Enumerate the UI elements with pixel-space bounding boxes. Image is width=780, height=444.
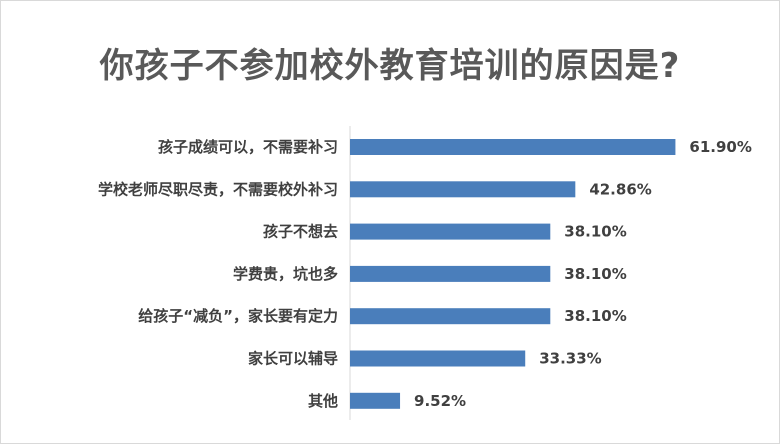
- category-label-1: 学校老师尽职尽责，不需要校外补习: [98, 180, 338, 198]
- bar-2: [350, 223, 551, 240]
- category-label-0: 孩子成绩可以，不需要补习: [158, 138, 338, 156]
- category-label-2: 孩子不想去: [263, 223, 338, 241]
- category-label-6: 其他: [308, 392, 338, 410]
- value-label-1: 42.86%: [589, 180, 651, 198]
- bar-3: [350, 265, 551, 282]
- value-label-4: 38.10%: [564, 307, 626, 325]
- value-label-0: 61.90%: [689, 138, 751, 156]
- bars-group: 孩子成绩可以，不需要补习 61.90% 学校老师尽职尽责，不需要校外补习 42.86%…: [98, 138, 752, 410]
- category-label-4: 给孩子“减负”，家长要有定力: [138, 307, 338, 325]
- bar-0: [350, 139, 676, 155]
- bar-5: [350, 350, 526, 367]
- value-label-5: 33.33%: [539, 350, 601, 368]
- bar-6: [350, 392, 401, 409]
- value-label-2: 38.10%: [564, 223, 626, 241]
- category-label-3: 学费贵，坑也多: [233, 265, 338, 283]
- value-label-3: 38.10%: [564, 265, 626, 283]
- bar-4: [350, 308, 551, 325]
- category-label-5: 家长可以辅导: [248, 350, 338, 368]
- chart-title: 你孩子不参加校外教育培训的原因是?: [99, 46, 681, 86]
- value-label-6: 9.52%: [414, 392, 466, 410]
- bar-1: [350, 181, 576, 198]
